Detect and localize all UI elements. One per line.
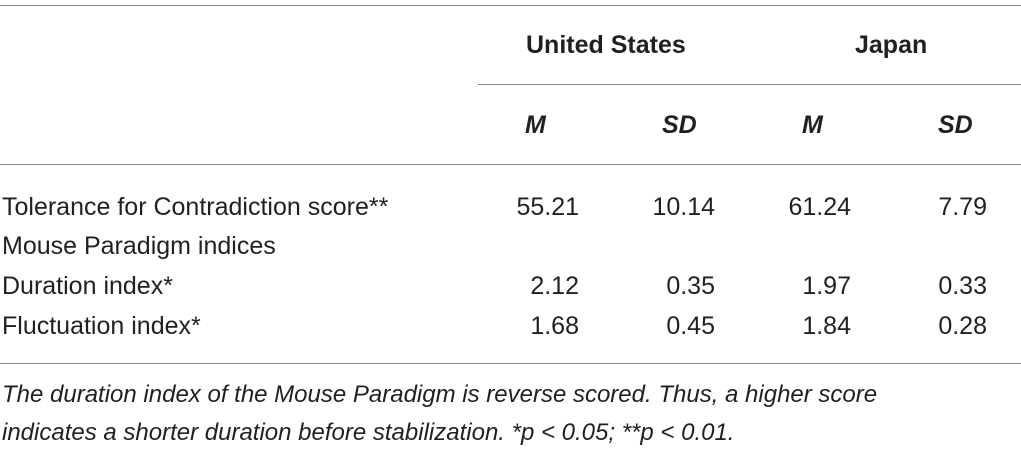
cell-us-m: 1.68 [530,312,579,340]
table-footnote-line-2: indicates a shorter duration before stab… [2,419,735,446]
table-footnote-line-1: The duration index of the Mouse Paradigm… [2,381,878,408]
cell-jp-sd: 0.28 [938,312,987,340]
top-rule [0,5,1021,6]
cell-us-m: 2.12 [530,272,579,300]
group-header-japan: Japan [855,31,928,59]
cell-jp-sd: 0.33 [938,272,987,300]
row-label: Duration index* [2,272,173,300]
subheader-jp-m: M [802,111,823,139]
cell-us-sd: 0.45 [666,312,715,340]
cell-us-m: 55.21 [516,193,579,221]
row-label: Mouse Paradigm indices [2,232,276,260]
group-header-united-states: United States [526,31,686,59]
subheader-jp-sd: SD [938,111,973,139]
table-bottom-rule [0,363,1021,364]
cell-jp-sd: 7.79 [938,193,987,221]
cell-jp-m: 1.84 [802,312,851,340]
cell-us-sd: 10.14 [652,193,715,221]
row-label: Tolerance for Contradiction score** [2,193,389,221]
subheader-us-m: M [525,111,546,139]
cell-jp-m: 61.24 [788,193,851,221]
cell-us-sd: 0.35 [666,272,715,300]
header-bottom-rule [0,164,1021,165]
row-label: Fluctuation index* [2,312,201,340]
group-rule [478,84,1021,85]
subheader-us-sd: SD [662,111,697,139]
cell-jp-m: 1.97 [802,272,851,300]
